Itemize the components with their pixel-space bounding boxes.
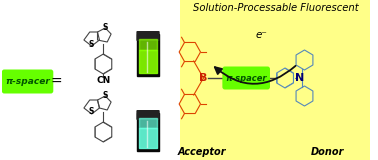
FancyBboxPatch shape (136, 31, 160, 41)
Text: π-spacer: π-spacer (5, 77, 50, 86)
Text: CN: CN (96, 76, 110, 84)
Text: Donor: Donor (311, 147, 344, 157)
Bar (180, 0, 370, 160)
Text: B: B (199, 73, 208, 83)
FancyBboxPatch shape (222, 67, 270, 89)
FancyBboxPatch shape (136, 110, 160, 120)
Bar (137, 34, 159, 76)
FancyArrowPatch shape (215, 66, 296, 84)
FancyBboxPatch shape (2, 69, 53, 93)
Bar (139, 50, 157, 73)
Text: S: S (102, 91, 108, 100)
Text: Solution-Processable Fluorescent: Solution-Processable Fluorescent (194, 3, 359, 13)
Bar (139, 118, 157, 128)
Text: S: S (89, 108, 94, 116)
Text: Acceptor: Acceptor (177, 147, 226, 157)
Bar (139, 128, 157, 148)
Text: S: S (102, 23, 108, 32)
Bar (137, 113, 159, 151)
Text: =: = (51, 75, 62, 89)
Text: π-spacer: π-spacer (225, 73, 267, 83)
Text: e⁻: e⁻ (256, 30, 268, 40)
Text: S: S (89, 40, 94, 48)
Text: N: N (295, 73, 304, 83)
Bar (139, 39, 157, 50)
